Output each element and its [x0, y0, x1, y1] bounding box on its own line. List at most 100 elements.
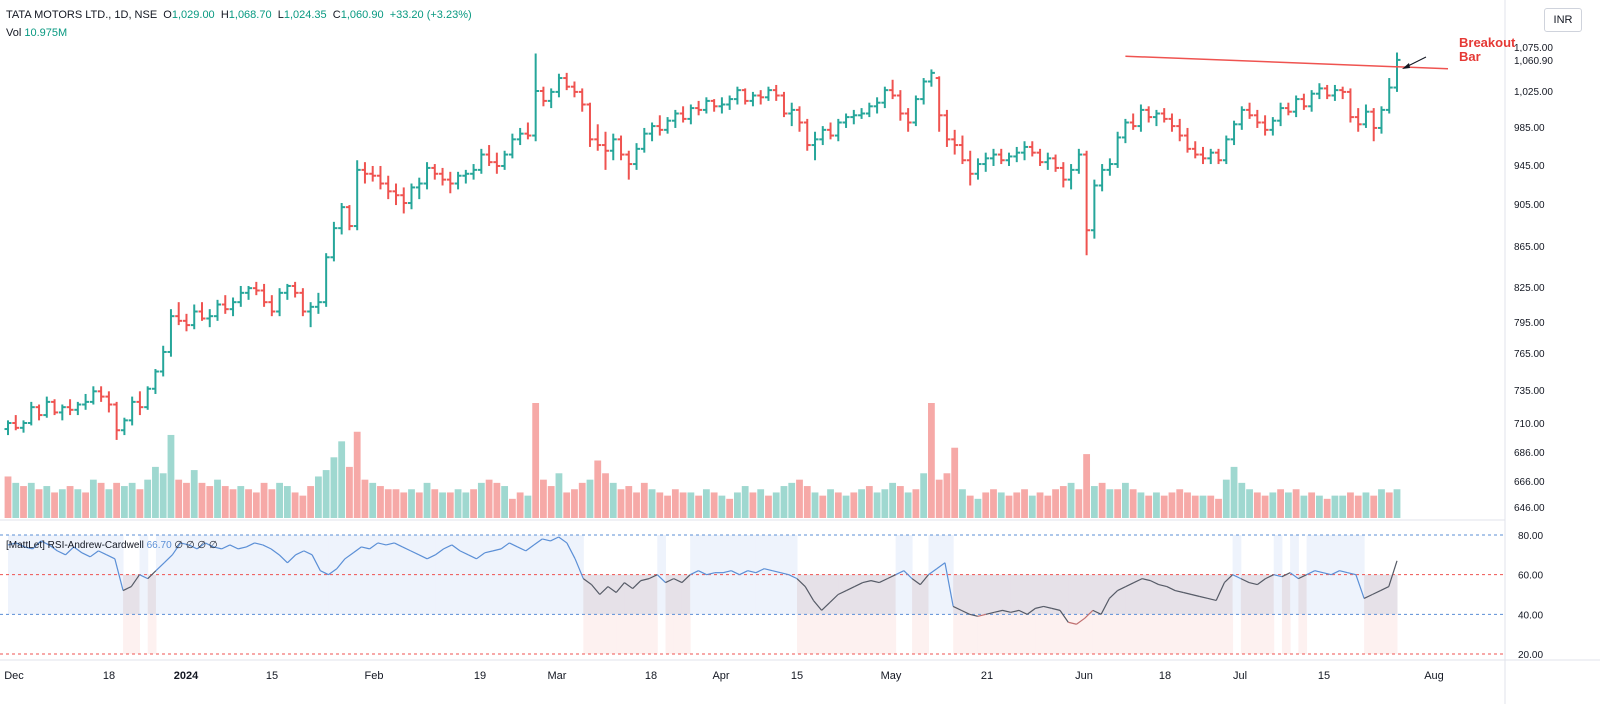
- ohlc-bar: [190, 304, 198, 330]
- volume-bar: [803, 486, 811, 518]
- rsi-line-segment: [764, 568, 773, 572]
- rsi-line-segment: [484, 550, 494, 554]
- ohlc-bar: [446, 171, 454, 194]
- rsi-bear-zone: [1158, 574, 1168, 615]
- ohlc-bar: [291, 281, 299, 298]
- volume-bar: [524, 495, 532, 518]
- ohlc-bar: [1393, 52, 1401, 92]
- volume-bar: [1191, 495, 1199, 518]
- rsi-line-segment: [936, 562, 946, 570]
- ohlc-bar: [695, 100, 703, 116]
- ohlc-bar: [1385, 78, 1393, 114]
- ohlc-bar: [1059, 162, 1067, 188]
- ohlc-bar: [865, 102, 873, 118]
- ohlc-bar: [1160, 108, 1168, 123]
- rsi-bear-zone: [879, 574, 888, 615]
- ohlc-bar: [439, 167, 447, 186]
- ohlc-bar: [27, 401, 35, 426]
- rsi-bear-zone: [887, 574, 897, 615]
- rsi-legend[interactable]: [MattLet] RSI-Andrew-Cardwell 66.70 ∅ ∅ …: [6, 540, 218, 551]
- rsi-bull-zone: [155, 535, 165, 615]
- ohlc-bar: [400, 187, 408, 214]
- rsi-line-segment: [1117, 586, 1127, 592]
- volume-bar: [501, 486, 509, 518]
- ohlc-bar: [532, 53, 540, 142]
- rsi-bear-zone: [1240, 574, 1250, 615]
- ohlc-bar: [1098, 164, 1106, 192]
- rsi-oversold-zone: [920, 614, 930, 654]
- ohlc-bar: [1284, 102, 1292, 116]
- rsi-oversold-zone: [1043, 614, 1053, 654]
- rsi-bull-zone: [1314, 535, 1324, 615]
- volume-bar: [749, 492, 757, 518]
- rsi-oversold-zone: [986, 614, 995, 654]
- volume-bar: [904, 492, 912, 518]
- rsi-line-segment: [328, 568, 338, 576]
- ohlc-bar: [726, 95, 734, 110]
- ohlc-bar: [237, 285, 245, 307]
- low-label: L: [277, 9, 284, 21]
- rsi-line-segment: [854, 582, 864, 588]
- rsi-bear-zone: [953, 574, 962, 615]
- ohlc-bar: [1191, 141, 1199, 159]
- volume-bar: [578, 482, 586, 518]
- volume-bar: [571, 489, 578, 518]
- rsi-line-segment: [1002, 609, 1011, 613]
- rsi-oversold-zone: [591, 614, 601, 654]
- rsi-line-segment: [476, 552, 486, 560]
- ohlc-bar: [369, 165, 377, 182]
- rsi-line-segment: [755, 568, 765, 574]
- rsi-line-segment: [106, 554, 116, 560]
- rsi-bull-zone: [755, 535, 765, 615]
- volume-bar: [664, 495, 671, 518]
- rsi-line-segment: [517, 546, 527, 552]
- ohlc-bar: [1377, 106, 1385, 134]
- rsi-oversold-zone: [1183, 614, 1193, 654]
- high-value: 1,068.70: [228, 9, 272, 21]
- rsi-line-segment: [1035, 605, 1044, 609]
- time-tick-label: 21: [981, 670, 993, 682]
- rsi-line-segment: [221, 544, 231, 550]
- rsi-line-segment: [1043, 605, 1052, 609]
- ohlc-bar: [889, 79, 897, 100]
- rsi-bull-zone: [205, 535, 214, 615]
- annotation-line-1: Breakout: [1459, 35, 1516, 50]
- rsi-bear-zone: [624, 574, 634, 615]
- rsi-bear-zone: [813, 574, 823, 615]
- rsi-oversold-zone: [846, 614, 856, 654]
- volume-bar: [912, 489, 920, 518]
- rsi-bear-zone: [1084, 574, 1094, 615]
- rsi-line-segment: [171, 542, 182, 556]
- symbol-title: TATA MOTORS LTD., 1D, NSE: [6, 9, 158, 21]
- ohlc-bar: [524, 122, 532, 140]
- rsi-bear-zone: [1101, 574, 1110, 615]
- rsi-tick-label: 80.00: [1518, 531, 1543, 542]
- ohlc-bar: [640, 127, 648, 153]
- rsi-line-segment: [1330, 570, 1340, 576]
- rsi-bear-zone: [846, 574, 856, 615]
- ohlc-bar: [485, 145, 493, 166]
- currency-button[interactable]: INR: [1544, 8, 1582, 32]
- rsi-oversold-zone: [1224, 614, 1234, 654]
- price-tick-label: 1,075.00: [1514, 43, 1553, 54]
- volume-bar: [105, 489, 113, 518]
- ohlc-bar: [1083, 150, 1091, 256]
- rsi-line-segment: [7, 542, 17, 546]
- rsi-line-segment: [550, 536, 559, 542]
- ohlc-bar: [718, 97, 726, 114]
- rsi-oversold-zone: [147, 614, 157, 654]
- ohlc-bar: [221, 295, 229, 314]
- rsi-oversold-zone: [1380, 614, 1390, 654]
- ohlc-bar: [842, 113, 850, 128]
- volume-bar: [656, 492, 664, 518]
- ohlc-bar: [1044, 152, 1052, 170]
- volume-bar: [881, 489, 889, 518]
- rsi-oversold-zone: [131, 614, 141, 654]
- volume-bar: [1323, 498, 1331, 518]
- rsi-line-segment: [1051, 607, 1061, 611]
- ohlc-bar: [1230, 120, 1238, 146]
- rsi-line-segment: [467, 554, 477, 560]
- ohlc-bar: [1028, 141, 1036, 157]
- rsi-line-segment: [722, 570, 732, 574]
